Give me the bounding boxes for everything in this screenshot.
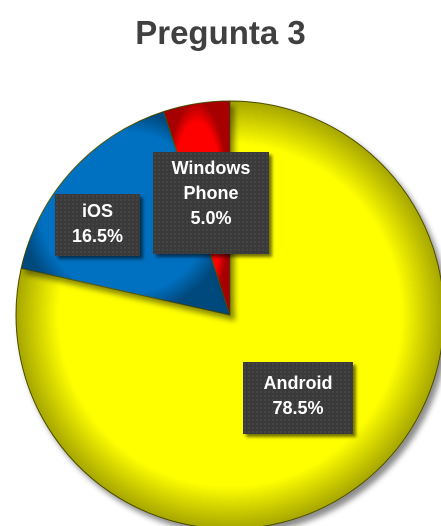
data-label-android: Android 78.5% xyxy=(243,362,353,434)
data-label-windows-phone: Windows Phone 5.0% xyxy=(153,152,269,254)
label-name-line1: Windows xyxy=(171,158,251,178)
label-name-line2: Phone xyxy=(183,183,239,203)
data-label-ios: iOS 16.5% xyxy=(55,194,140,256)
label-value: 78.5% xyxy=(272,398,324,418)
label-name: iOS xyxy=(81,201,113,221)
label-name: Android xyxy=(263,373,333,393)
chart-title: Pregunta 3 xyxy=(135,14,306,51)
label-value: 5.0% xyxy=(190,208,232,228)
label-value: 16.5% xyxy=(71,226,124,246)
